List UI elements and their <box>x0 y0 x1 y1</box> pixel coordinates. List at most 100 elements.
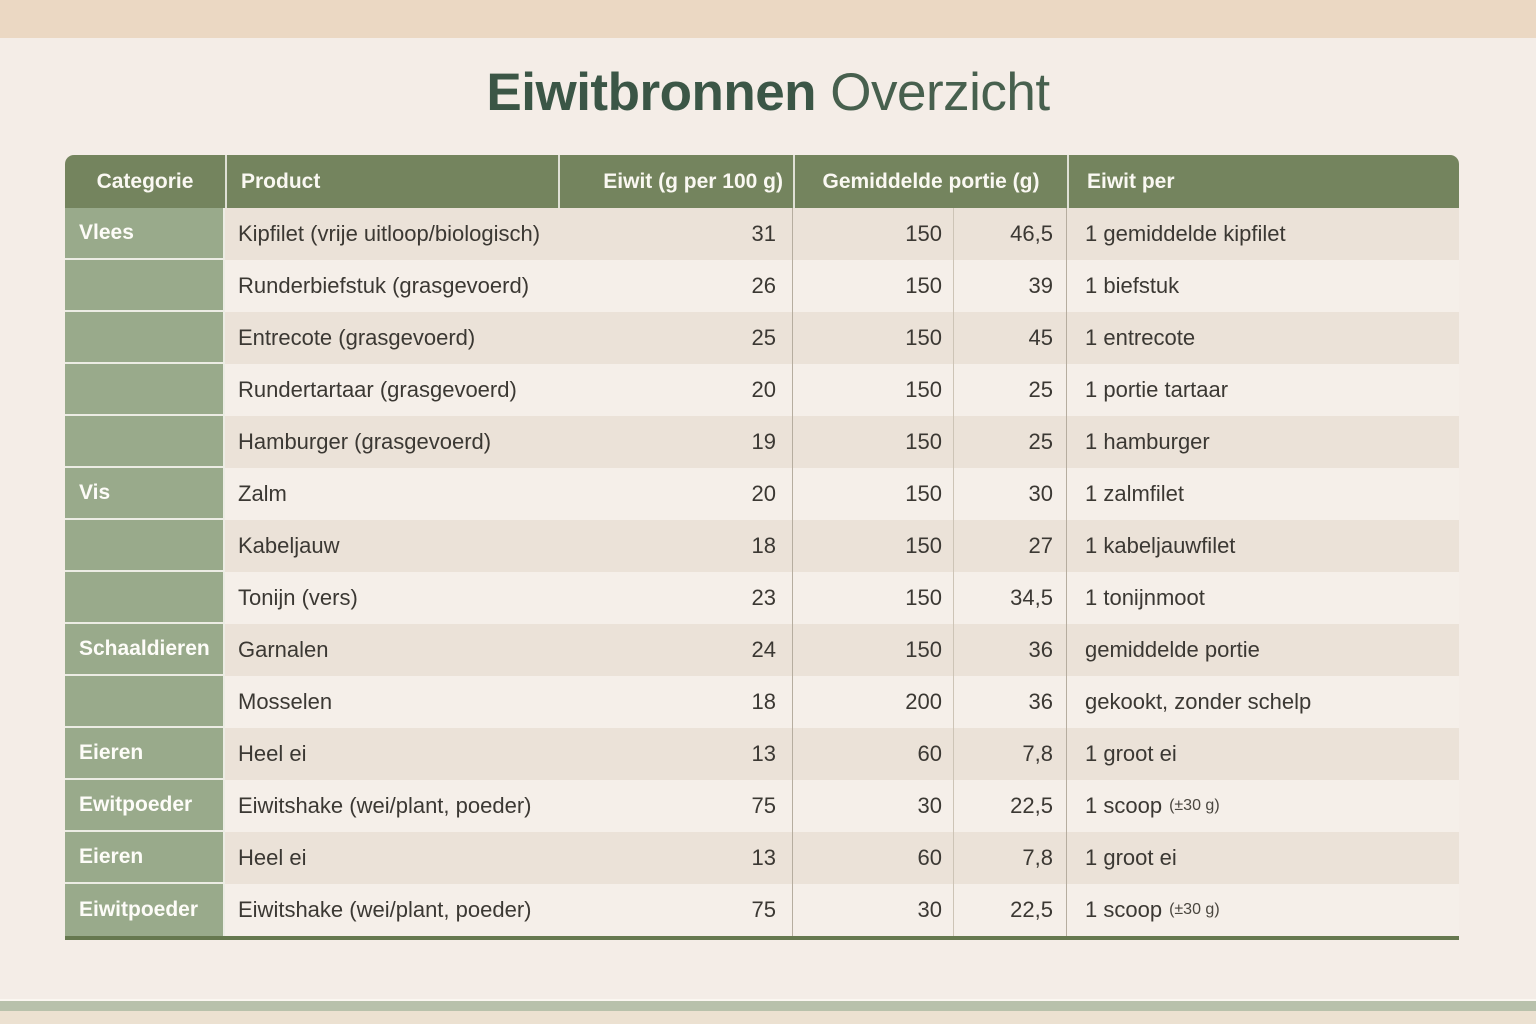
portie-cell: 30 <box>793 884 954 936</box>
portie-cell: 150 <box>793 260 954 312</box>
eiwit-per-100g-cell: 13 <box>558 728 793 780</box>
product-cell: Heel ei <box>238 845 307 870</box>
product-cell: Kabeljauw <box>238 533 340 558</box>
category-cell: Schaaldieren <box>65 624 225 676</box>
eiwit-per-portie-cell: 39 <box>954 260 1067 312</box>
eiwit-per-portie-cell: 7,8 <box>954 832 1067 884</box>
eiwit-per-100g-cell: 25 <box>558 312 793 364</box>
product-cell: Heel ei <box>238 741 307 766</box>
eiwit-per-portie-cell: 25 <box>954 416 1067 468</box>
product-cell: Eiwitshake (wei/plant, poeder) <box>238 793 532 818</box>
portie-cell: 150 <box>793 416 954 468</box>
eiwit-per-cell: 1 tonijnmoot <box>1085 585 1205 610</box>
product-cell: Eiwitshake (wei/plant, poeder) <box>238 897 532 922</box>
category-cell: Vlees <box>65 208 225 260</box>
eiwit-per-portie-cell: 27 <box>954 520 1067 572</box>
portie-cell: 30 <box>793 780 954 832</box>
portie-cell: 150 <box>793 364 954 416</box>
category-cell: Eiwitpoeder <box>65 884 225 936</box>
category-cell: Vis <box>65 468 225 520</box>
category-cell: Ewitpoeder <box>65 780 225 832</box>
eiwit-per-100g-cell: 31 <box>558 208 793 260</box>
eiwit-per-portie-cell: 22,5 <box>954 884 1067 936</box>
table-row: Rundertartaar (grasgevoerd) 20 150 25 1 port… <box>65 364 1459 416</box>
eiwit-per-100g-cell: 18 <box>558 520 793 572</box>
table-row: Vis Zalm 20 150 30 1 zalmfilet <box>65 468 1459 520</box>
product-cell: Tonijn (vers) <box>238 585 358 610</box>
eiwit-per-portie-cell: 7,8 <box>954 728 1067 780</box>
table-row: Kabeljauw 18 150 27 1 kabeljauwfilet <box>65 520 1459 572</box>
bottom-accent-band <box>0 999 1536 1011</box>
portie-cell: 150 <box>793 520 954 572</box>
product-cell: Zalm <box>238 481 287 506</box>
eiwit-per-portie-cell: 46,5 <box>954 208 1067 260</box>
eiwit-per-cell: 1 scoop (±30 g) <box>1085 793 1220 818</box>
portie-cell: 150 <box>793 312 954 364</box>
portie-cell: 200 <box>793 676 954 728</box>
eiwit-per-100g-cell: 20 <box>558 364 793 416</box>
eiwit-per-cell: 1 zalmfilet <box>1085 481 1185 506</box>
eiwit-per-100g-cell: 23 <box>558 572 793 624</box>
eiwit-per-portie-cell: 36 <box>954 624 1067 676</box>
eiwit-per-portie-cell: 30 <box>954 468 1067 520</box>
eiwit-per-cell: 1 scoop (±30 g) <box>1085 897 1220 922</box>
portie-cell: 60 <box>793 832 954 884</box>
category-cell <box>65 312 225 364</box>
product-cell: Entrecote (grasgevoerd) <box>238 325 476 350</box>
eiwit-per-cell: 1 biefstuk <box>1085 273 1180 298</box>
eiwit-per-100g-cell: 26 <box>558 260 793 312</box>
eiwit-per-cell: gekookt, zonder schelp <box>1085 689 1312 714</box>
header-eiwit-per: Eiwit per <box>1067 155 1459 208</box>
table-row: Runderbiefstuk (grasgevoerd) 26 150 39 1 bie… <box>65 260 1459 312</box>
product-cell: Rundertartaar (grasgevoerd) <box>238 377 517 402</box>
product-cell: Mosselen <box>238 689 333 714</box>
product-cell: Runderbiefstuk (grasgevoerd) <box>238 273 530 298</box>
eiwit-per-100g-cell: 75 <box>558 780 793 832</box>
eiwit-per-portie-cell: 25 <box>954 364 1067 416</box>
table-row: Mosselen 18 200 36 gekookt, zonder schelp <box>65 676 1459 728</box>
page-title-primary: Eiwitbronnen <box>486 63 817 122</box>
table-row: Tonijn (vers) 23 150 34,5 1 tonijnmoot <box>65 572 1459 624</box>
table-row: Ewitpoeder Eiwitshake (wei/plant, poeder)… <box>65 780 1459 832</box>
eiwit-per-cell: 1 gemiddelde kipfilet <box>1085 221 1286 246</box>
product-cell: Kipfilet (vrije uitloop/biologisch) <box>238 221 541 246</box>
table-row: Vlees Kipfilet (vrije uitloop/biologisch)… <box>65 208 1459 260</box>
eiwit-per-cell: 1 hamburger <box>1085 429 1210 454</box>
header-eiwit-per-100g: Eiwit (g per 100 g) <box>558 155 793 208</box>
product-cell: Hamburger (grasgevoerd) <box>238 429 492 454</box>
portie-cell: 150 <box>793 468 954 520</box>
page-title-secondary: Overzicht <box>830 63 1050 122</box>
eiwit-per-cell: 1 groot ei <box>1085 845 1177 870</box>
category-cell <box>65 676 225 728</box>
table-row: Eiwitpoeder Eiwitshake (wei/plant, poeder… <box>65 884 1459 936</box>
portie-cell: 150 <box>793 208 954 260</box>
eiwit-per-100g-cell: 19 <box>558 416 793 468</box>
eiwit-per-cell: gemiddelde portie <box>1085 637 1260 662</box>
header-categorie: Categorie <box>96 169 194 193</box>
header-gemiddelde-portie: Gemiddelde portie (g) <box>793 155 1067 208</box>
category-cell <box>65 572 225 624</box>
eiwit-per-cell: 1 kabeljauwfilet <box>1085 533 1236 558</box>
eiwit-per-portie-cell: 22,5 <box>954 780 1067 832</box>
eiwit-per-portie-cell: 36 <box>954 676 1067 728</box>
category-cell <box>65 520 225 572</box>
eiwit-per-100g-cell: 18 <box>558 676 793 728</box>
protein-sources-table: Categorie Product Eiwit (g per 100 g) Ge… <box>65 155 1459 940</box>
eiwit-per-100g-cell: 75 <box>558 884 793 936</box>
category-cell <box>65 416 225 468</box>
eiwit-per-100g-cell: 13 <box>558 832 793 884</box>
category-cell: Eieren <box>65 728 225 780</box>
category-cell: Eieren <box>65 832 225 884</box>
eiwit-per-portie-cell: 45 <box>954 312 1067 364</box>
top-accent-band <box>0 0 1536 38</box>
eiwit-per-100g-cell: 20 <box>558 468 793 520</box>
eiwit-per-100g-cell: 24 <box>558 624 793 676</box>
portion-note: (±30 g) <box>1169 901 1220 918</box>
header-product: Product <box>225 155 558 208</box>
eiwit-per-cell: 1 entrecote <box>1085 325 1196 350</box>
table-row: Eieren Heel ei 13 60 7,8 1 groot ei <box>65 832 1459 884</box>
table-row: Hamburger (grasgevoerd) 19 150 25 1 hamburge… <box>65 416 1459 468</box>
table-row: Schaaldieren Garnalen 24 150 36 gemiddelde po… <box>65 624 1459 676</box>
portie-cell: 150 <box>793 572 954 624</box>
eiwit-per-portie-cell: 34,5 <box>954 572 1067 624</box>
